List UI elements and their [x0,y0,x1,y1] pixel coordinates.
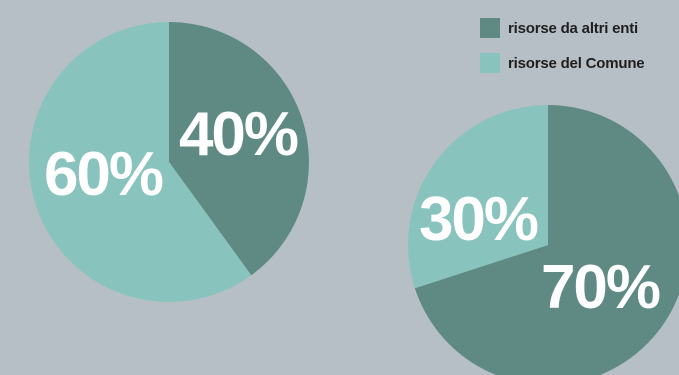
pie-1-label-altri-enti: 40% [179,100,298,169]
legend-item-altri-enti: risorse da altri enti [480,15,644,41]
pie-2-slice-altri-enti [414,105,679,375]
legend-item-comune: risorse del Comune [480,50,645,76]
legend-swatch-comune [480,53,500,73]
pie-2-label-comune: 30% [419,185,538,254]
pie-1-label-comune: 60% [44,140,163,209]
legend-label-comune: risorse del Comune [508,54,645,72]
pie-1-slice-comune [28,22,252,302]
pie-1-slice-altri-enti [169,22,309,276]
pie-chart-2: 70%30% [408,105,679,375]
legend-label-altri-enti: risorse da altri enti [508,19,639,37]
legend-swatch-altri-enti [480,18,500,38]
pie-2-label-altri-enti: 70% [541,253,660,322]
pie-2-slice-comune [408,105,548,289]
legend: risorse da altri enti risorse del Comune [480,15,645,85]
pie-chart-1: 40%60% [28,22,309,302]
